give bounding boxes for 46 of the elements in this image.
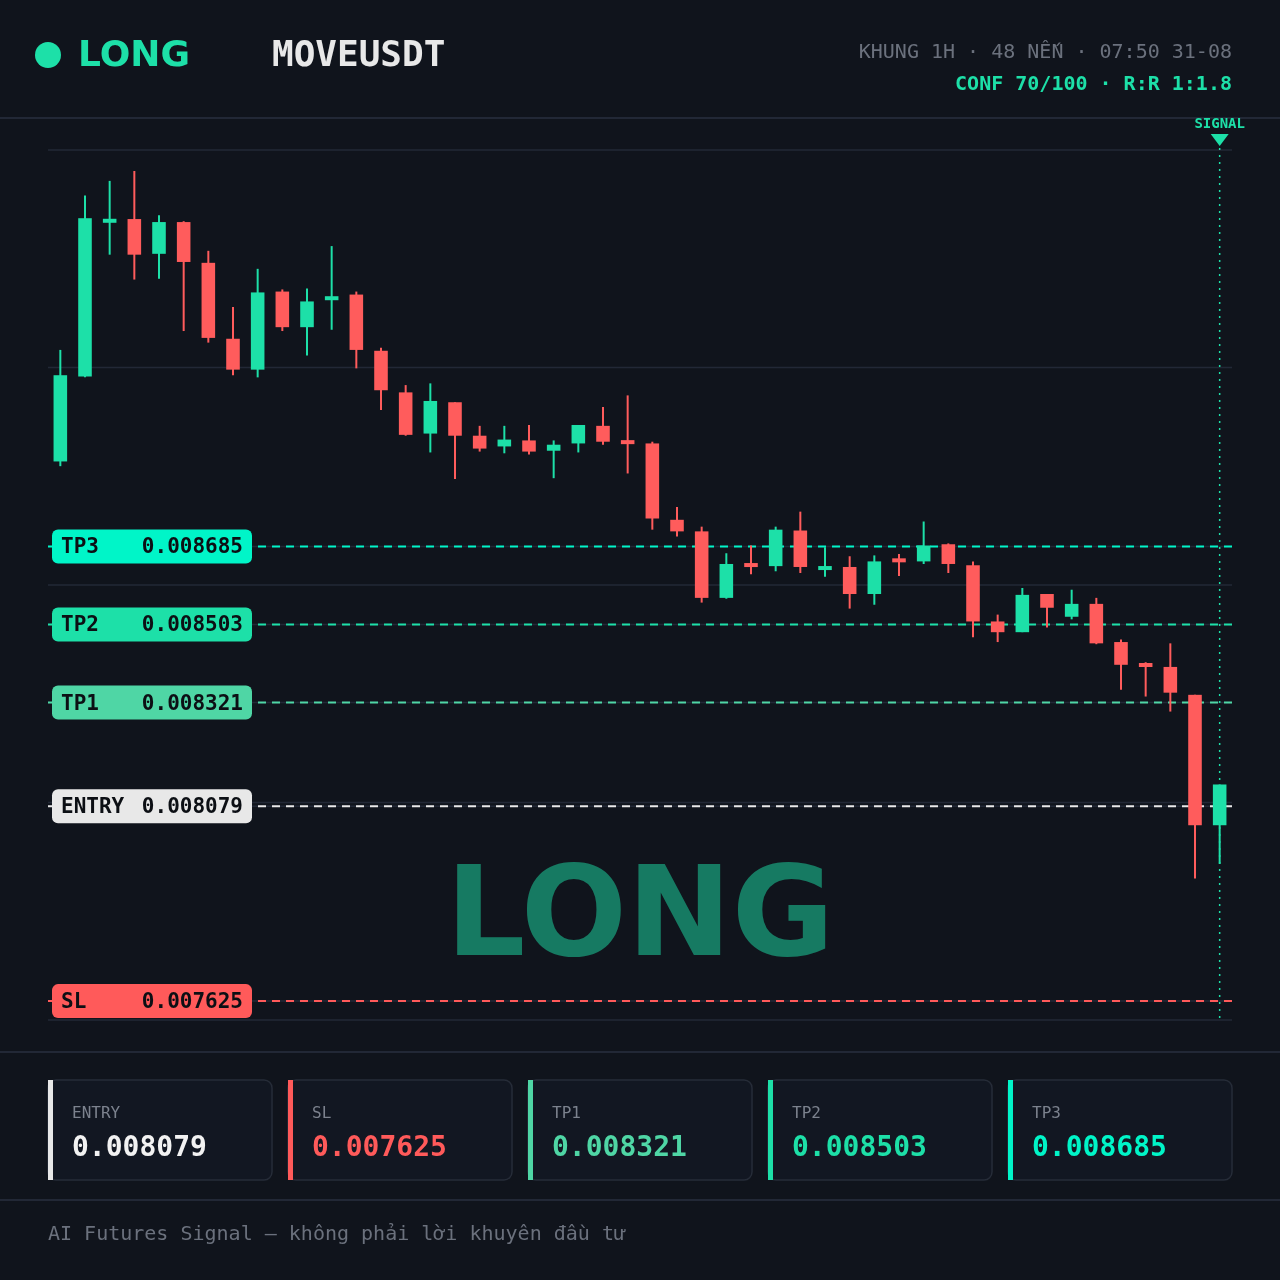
ref-line-label: TP3: [61, 534, 99, 559]
candlestick: [620, 394, 635, 475]
candlestick: [546, 439, 561, 480]
text: 0.007625: [312, 1130, 447, 1163]
text: AI Futures Signal — không phải lời khuyên đầu tư: [48, 1221, 626, 1245]
ref-line-label: ENTRY: [61, 794, 125, 819]
candlestick: [596, 405, 610, 446]
text: TP1: [552, 1103, 581, 1122]
candlestick: [324, 245, 339, 331]
candlestick: [1138, 661, 1153, 698]
text: TP2: [792, 1103, 821, 1122]
chart-subtitle: KHUNG 1H · 48 NẾN · 07:50 31-08: [858, 39, 1232, 63]
candlestick: [472, 424, 487, 453]
candlestick: [744, 544, 758, 576]
y-tick-label: 0.008503: [141, 612, 243, 637]
ref-line-label: TP1: [61, 690, 99, 715]
ref-line-label: SL: [61, 989, 87, 1014]
text: LONG: [78, 33, 190, 74]
text: SIGNAL: [1194, 115, 1245, 131]
y-tick-label: 0.008321: [141, 690, 243, 715]
text: 0.008321: [552, 1130, 687, 1163]
candlestick: [102, 179, 117, 256]
annotation: LONG: [445, 839, 835, 984]
text: CONF 70/100 · R:R 1:1.8: [955, 71, 1232, 95]
candlestick: [892, 553, 906, 577]
candlestick: [990, 613, 1005, 644]
text: SL: [312, 1103, 332, 1122]
candlestick: [1040, 593, 1054, 629]
candlestick: [916, 520, 931, 565]
y-tick-label: 0.007625: [141, 989, 243, 1014]
ref-line-label: TP2: [61, 612, 99, 637]
text: 0.008079: [72, 1130, 207, 1163]
candlestick: [670, 505, 684, 538]
text: ENTRY: [72, 1103, 121, 1122]
text: 0.008685: [1032, 1130, 1167, 1163]
chart-title: MOVEUSDT: [272, 33, 446, 74]
candlestick: [941, 542, 956, 574]
candlestick: [522, 423, 536, 456]
text: 0.008503: [792, 1130, 927, 1163]
candlestick: [1114, 638, 1128, 691]
candlestick: [818, 546, 832, 578]
candlestick: [571, 423, 586, 454]
y-tick-label: 0.008079: [141, 794, 243, 819]
y-tick-label: 0.008685: [141, 534, 243, 559]
candlestick: [1064, 588, 1079, 621]
text: TP3: [1032, 1103, 1061, 1122]
